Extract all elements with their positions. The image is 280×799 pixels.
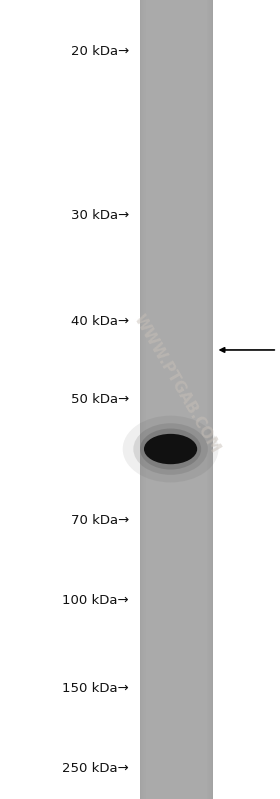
Bar (209, 0, 211, 799)
Bar (207, 0, 208, 799)
Text: 70 kDa→: 70 kDa→ (71, 515, 129, 527)
Bar (212, 0, 213, 799)
Text: 40 kDa→: 40 kDa→ (71, 315, 129, 328)
Text: 150 kDa→: 150 kDa→ (62, 682, 129, 695)
Text: 100 kDa→: 100 kDa→ (62, 594, 129, 607)
Ellipse shape (133, 423, 208, 475)
Bar (142, 0, 143, 799)
Text: 250 kDa→: 250 kDa→ (62, 762, 129, 775)
Text: 50 kDa→: 50 kDa→ (71, 393, 129, 406)
Bar (140, 0, 141, 799)
Text: WWW.PTGAB.COM: WWW.PTGAB.COM (130, 312, 222, 455)
Ellipse shape (123, 415, 218, 483)
Bar (211, 0, 212, 799)
Bar (208, 0, 209, 799)
Ellipse shape (140, 428, 201, 470)
Bar (143, 0, 144, 799)
Bar (140, 0, 213, 799)
Bar (141, 0, 142, 799)
Text: 20 kDa→: 20 kDa→ (71, 46, 129, 58)
Ellipse shape (144, 434, 197, 464)
Text: 30 kDa→: 30 kDa→ (71, 209, 129, 222)
Bar (144, 0, 146, 799)
